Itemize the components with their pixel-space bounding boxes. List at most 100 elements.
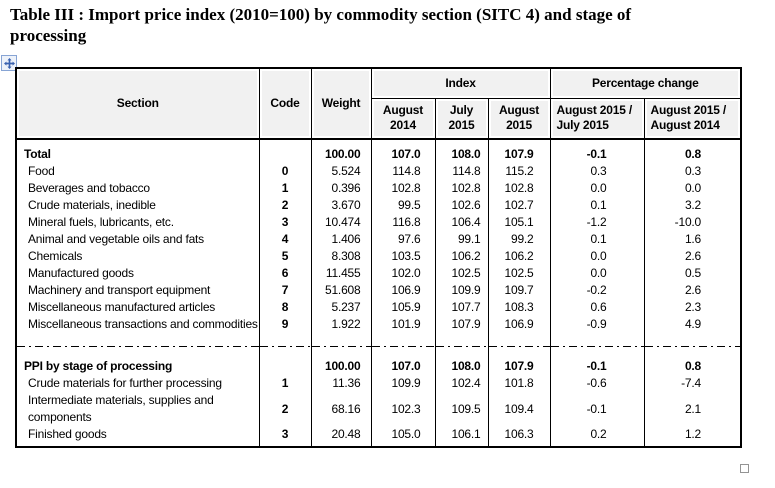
cell-section: Chemicals — [15, 248, 260, 265]
spacer-cell — [643, 341, 742, 351]
dash-dot-separator — [15, 341, 742, 351]
cell-chg-mom: -0.1 — [549, 392, 645, 426]
cell-index-aug2014: 107.0 — [370, 146, 436, 163]
cell-chg-yoy: 4.9 — [643, 316, 742, 333]
cell-weight: 0.396 — [310, 180, 372, 197]
cell-index-aug2015: 105.1 — [487, 214, 551, 231]
spacer-cell — [258, 333, 312, 341]
cell-chg-mom: -0.1 — [549, 358, 645, 375]
spacer-cell — [487, 443, 551, 447]
cell-weight: 1.922 — [310, 316, 372, 333]
spacer-row — [15, 333, 742, 341]
cell-code: 9 — [258, 316, 312, 333]
cell-index-jul2015: 106.2 — [434, 248, 489, 265]
cell-section: PPI by stage of processing — [15, 358, 260, 375]
cell-index-jul2015: 102.4 — [434, 375, 489, 392]
cell-index-aug2015: 102.7 — [487, 197, 551, 214]
table-resize-handle[interactable] — [740, 464, 749, 473]
cell-index-jul2015: 102.8 — [434, 180, 489, 197]
spacer-cell — [643, 139, 742, 146]
spacer-cell — [310, 333, 372, 341]
spacer-cell — [370, 443, 436, 447]
cell-index-jul2015: 102.6 — [434, 197, 489, 214]
stage-of-processing-rows: PPI by stage of processing 100.00 107.0 108… — [15, 358, 742, 443]
column-header-section: Section — [15, 67, 260, 140]
cell-index-jul2015: 102.5 — [434, 265, 489, 282]
spacer-cell — [434, 351, 489, 358]
cell-index-aug2014: 102.8 — [370, 180, 436, 197]
cell-chg-mom: 0.0 — [549, 180, 645, 197]
column-group-index: Index — [370, 67, 551, 99]
cell-index-aug2015: 101.8 — [487, 375, 551, 392]
cell-index-jul2015: 108.0 — [434, 146, 489, 163]
cell-weight: 11.36 — [310, 375, 372, 392]
cell-section: Intermediate materials, supplies and com… — [15, 392, 260, 426]
cell-section: Mineral fuels, lubricants, etc. — [15, 214, 260, 231]
cell-index-aug2014: 116.8 — [370, 214, 436, 231]
cell-chg-yoy: 3.2 — [643, 197, 742, 214]
cell-code: 1 — [258, 180, 312, 197]
spacer-cell — [15, 351, 260, 358]
spacer-cell — [434, 443, 489, 447]
cell-index-jul2015: 109.5 — [434, 392, 489, 426]
table-row: Mineral fuels, lubricants, etc. 3 10.474 11… — [15, 214, 742, 231]
table-row: Chemicals 5 8.308 103.5 106.2 106.2 0.0 2.6 — [15, 248, 742, 265]
cell-chg-yoy: 0.0 — [643, 180, 742, 197]
cell-code: 1 — [258, 375, 312, 392]
cell-section: Crude materials for further processing — [15, 375, 260, 392]
column-header-weight: Weight — [310, 67, 372, 140]
cell-index-jul2015: 107.7 — [434, 299, 489, 316]
cell-index-aug2015: 107.9 — [487, 358, 551, 375]
cell-chg-mom: 0.1 — [549, 197, 645, 214]
cell-index-aug2015: 109.7 — [487, 282, 551, 299]
table-move-handle[interactable] — [1, 55, 17, 71]
cell-chg-mom: -0.9 — [549, 316, 645, 333]
cell-index-jul2015: 106.4 — [434, 214, 489, 231]
column-header-chg-aug2015-aug2014: August 2015 / August 2014 — [643, 97, 742, 140]
column-group-percentage-change: Percentage change — [549, 67, 742, 99]
spacer-cell — [15, 139, 260, 146]
table-row: Total 100.00 107.0 108.0 107.9 -0.1 0.8 — [15, 146, 742, 163]
cell-chg-yoy: 0.3 — [643, 163, 742, 180]
cell-weight: 3.670 — [310, 197, 372, 214]
cell-section: Miscellaneous manufactured articles — [15, 299, 260, 316]
table-row: Food 0 5.524 114.8 114.8 115.2 0.3 0.3 — [15, 163, 742, 180]
spacer-cell — [258, 351, 312, 358]
cell-index-aug2015: 108.3 — [487, 299, 551, 316]
cell-weight: 68.16 — [310, 392, 372, 426]
cell-chg-mom: 0.0 — [549, 265, 645, 282]
spacer-cell — [434, 139, 489, 146]
cell-index-jul2015: 114.8 — [434, 163, 489, 180]
cell-section: Animal and vegetable oils and fats — [15, 231, 260, 248]
cell-index-aug2015: 106.3 — [487, 426, 551, 443]
spacer-cell — [310, 341, 372, 351]
cell-code: 2 — [258, 197, 312, 214]
cell-code: 6 — [258, 265, 312, 282]
cell-index-aug2014: 102.3 — [370, 392, 436, 426]
cell-index-aug2015: 106.2 — [487, 248, 551, 265]
cell-section: Finished goods — [15, 426, 260, 443]
cell-index-aug2015: 106.9 — [487, 316, 551, 333]
cell-index-aug2014: 101.9 — [370, 316, 436, 333]
cell-chg-mom: 0.1 — [549, 231, 645, 248]
cell-chg-mom: -0.6 — [549, 375, 645, 392]
cell-chg-yoy: 0.8 — [643, 146, 742, 163]
spacer-cell — [549, 333, 645, 341]
cell-chg-mom: -0.2 — [549, 282, 645, 299]
cell-chg-yoy: 1.6 — [643, 231, 742, 248]
spacer-row — [15, 139, 742, 146]
cell-index-aug2014: 99.5 — [370, 197, 436, 214]
cell-index-aug2014: 103.5 — [370, 248, 436, 265]
cell-code: 2 — [258, 392, 312, 426]
cell-code: 4 — [258, 231, 312, 248]
spacer-cell — [258, 443, 312, 447]
cell-chg-yoy: 1.2 — [643, 426, 742, 443]
separator-row — [15, 341, 742, 351]
cell-section: Beverages and tobacco — [15, 180, 260, 197]
cell-section: Machinery and transport equipment — [15, 282, 260, 299]
table-row: PPI by stage of processing 100.00 107.0 108… — [15, 358, 742, 375]
cell-chg-mom: 0.2 — [549, 426, 645, 443]
cell-chg-mom: 0.6 — [549, 299, 645, 316]
spacer-cell — [258, 139, 312, 146]
cell-chg-mom: -0.1 — [549, 146, 645, 163]
